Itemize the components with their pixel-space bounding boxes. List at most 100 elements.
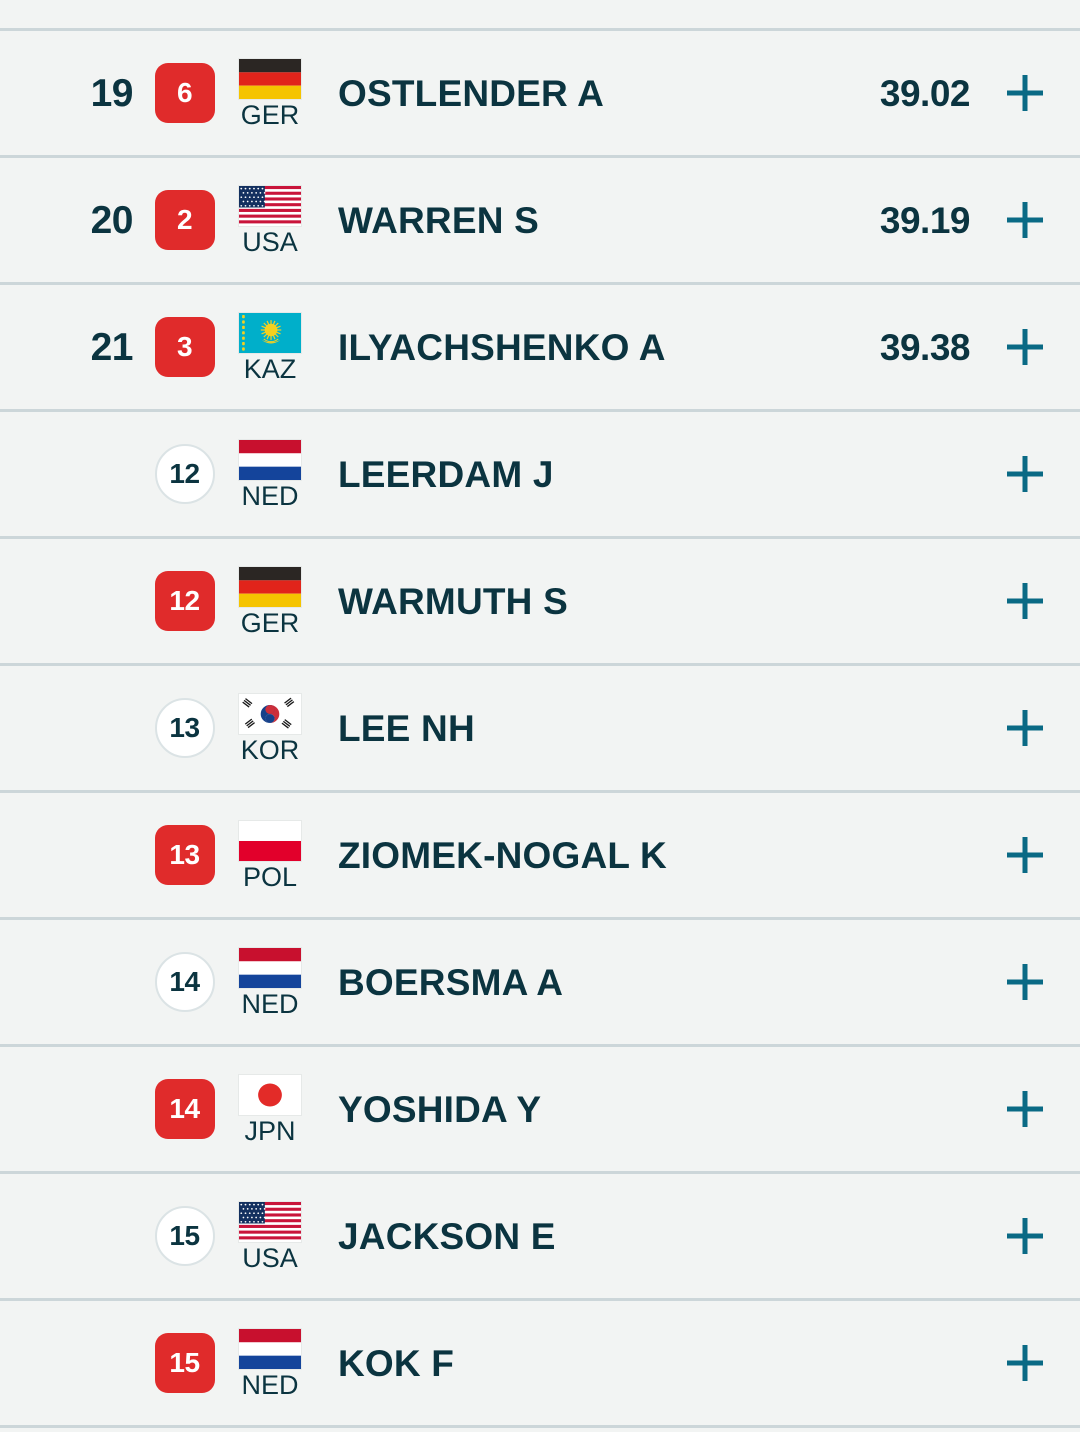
athlete-name[interactable]: ILYACHSHENKO A <box>338 326 666 368</box>
results-rows: 19 6 GER OSTLENDER A 39.02 20 2 USA WARREN S 39.1… <box>0 31 1080 1428</box>
noc-code: POL <box>242 861 298 892</box>
noc-code: USA <box>242 1242 298 1273</box>
lane-badge[interactable]: 14 <box>154 952 215 1012</box>
athlete-name[interactable]: OSTLENDER A <box>338 72 605 114</box>
lane-badge-cell: 14 <box>133 952 236 1012</box>
noc-code: KOR <box>240 734 300 765</box>
lane-badge[interactable]: 3 <box>154 317 215 377</box>
row-divider <box>0 155 1080 158</box>
country-cell: NED <box>228 1327 312 1399</box>
row-divider <box>0 1425 1080 1428</box>
athlete-name[interactable]: KOK F <box>338 1342 455 1384</box>
country-cell: KAZ <box>228 311 312 384</box>
athlete-name[interactable]: WARMUTH S <box>338 580 568 622</box>
lane-badge[interactable]: 15 <box>154 1206 215 1266</box>
country-cell: JPN <box>228 1073 312 1146</box>
table-row[interactable]: 19 6 GER OSTLENDER A 39.02 <box>0 31 1080 155</box>
country-cell: NED <box>228 946 312 1018</box>
lane-badge[interactable]: 12 <box>154 444 215 504</box>
table-row[interactable]: 12 GER WARMUTH S <box>0 539 1080 663</box>
lane-badge[interactable]: 15 <box>154 1333 215 1393</box>
row-divider <box>0 1171 1080 1174</box>
flag-poland-icon <box>238 819 302 862</box>
result-time: 39.38 <box>879 326 971 368</box>
athlete-name[interactable]: JACKSON E <box>338 1215 556 1257</box>
table-row[interactable]: 15 USA JACKSON E <box>0 1174 1080 1298</box>
rank-value: 20 <box>90 198 134 242</box>
add-button[interactable] <box>970 707 1080 749</box>
noc-code: GER <box>240 99 300 130</box>
lane-badge[interactable]: 14 <box>154 1079 215 1139</box>
row-divider <box>0 282 1080 285</box>
lane-badge-cell: 14 <box>133 1079 236 1139</box>
noc-code: KAZ <box>243 353 297 384</box>
table-row[interactable]: 13 POL ZIOMEK-NOGAL K <box>0 793 1080 917</box>
table-row[interactable]: 13 KOR LEE NH <box>0 666 1080 790</box>
lane-badge-cell: 13 <box>133 825 236 885</box>
row-divider <box>0 1298 1080 1301</box>
noc-code: NED <box>241 480 299 511</box>
row-divider <box>0 1044 1080 1047</box>
lane-badge-cell: 15 <box>133 1333 236 1393</box>
flag-japan-icon <box>238 1073 302 1116</box>
flag-netherlands-icon <box>238 946 302 989</box>
athlete-name[interactable]: BOERSMA A <box>338 961 564 1003</box>
rank-value: 19 <box>90 71 134 115</box>
add-button[interactable] <box>970 580 1080 622</box>
add-button[interactable] <box>970 834 1080 876</box>
add-button[interactable] <box>970 961 1080 1003</box>
flag-usa-icon <box>238 184 302 227</box>
flag-netherlands-icon <box>238 1327 302 1370</box>
table-row[interactable]: 14 NED BOERSMA A <box>0 920 1080 1044</box>
flag-korea-icon <box>238 692 302 735</box>
table-row[interactable]: 14 JPN YOSHIDA Y <box>0 1047 1080 1171</box>
noc-code: USA <box>242 226 298 257</box>
lane-badge[interactable]: 12 <box>154 571 215 631</box>
flag-germany-icon <box>238 57 302 100</box>
row-divider <box>0 536 1080 539</box>
table-row[interactable]: 21 3 KAZ ILYACHSHENKO A 39.38 <box>0 285 1080 409</box>
row-divider <box>0 409 1080 412</box>
top-spacer <box>0 0 1080 28</box>
add-button[interactable] <box>970 1342 1080 1384</box>
noc-code: JPN <box>244 1115 296 1146</box>
athlete-name[interactable]: WARREN S <box>338 199 539 241</box>
add-button[interactable] <box>970 1088 1080 1130</box>
rank-value: 21 <box>90 325 134 369</box>
country-cell: NED <box>228 438 312 511</box>
add-button[interactable] <box>970 72 1080 114</box>
flag-germany-icon <box>238 565 302 608</box>
row-divider <box>0 917 1080 920</box>
lane-badge-cell: 6 <box>133 63 236 123</box>
country-cell: USA <box>228 1200 312 1273</box>
result-time: 39.02 <box>879 72 971 114</box>
table-row[interactable]: 15 NED KOK F <box>0 1301 1080 1425</box>
add-button[interactable] <box>970 1215 1080 1257</box>
noc-code: GER <box>240 607 300 638</box>
athlete-name[interactable]: LEE NH <box>338 707 475 749</box>
country-cell: KOR <box>228 692 312 765</box>
flag-netherlands-icon <box>238 438 302 481</box>
lane-badge[interactable]: 13 <box>154 825 215 885</box>
row-divider <box>0 663 1080 666</box>
flag-usa-icon <box>238 1200 302 1243</box>
table-row[interactable]: 12 NED LEERDAM J <box>0 412 1080 536</box>
lane-badge-cell: 2 <box>133 190 236 250</box>
athlete-name[interactable]: YOSHIDA Y <box>338 1088 542 1130</box>
lane-badge[interactable]: 13 <box>154 698 215 758</box>
bottom-spacer <box>0 1428 1080 1432</box>
add-button[interactable] <box>970 326 1080 368</box>
row-divider <box>0 790 1080 793</box>
country-cell: GER <box>228 565 312 638</box>
athlete-name[interactable]: ZIOMEK-NOGAL K <box>338 834 667 876</box>
lane-badge[interactable]: 6 <box>154 63 215 123</box>
table-row[interactable]: 20 2 USA WARREN S 39.19 <box>0 158 1080 282</box>
athlete-name[interactable]: LEERDAM J <box>338 453 554 495</box>
lane-badge[interactable]: 2 <box>154 190 215 250</box>
result-time: 39.19 <box>879 199 971 241</box>
add-button[interactable] <box>970 453 1080 495</box>
add-button[interactable] <box>970 199 1080 241</box>
lane-badge-cell: 12 <box>133 571 236 631</box>
country-cell: POL <box>228 819 312 892</box>
